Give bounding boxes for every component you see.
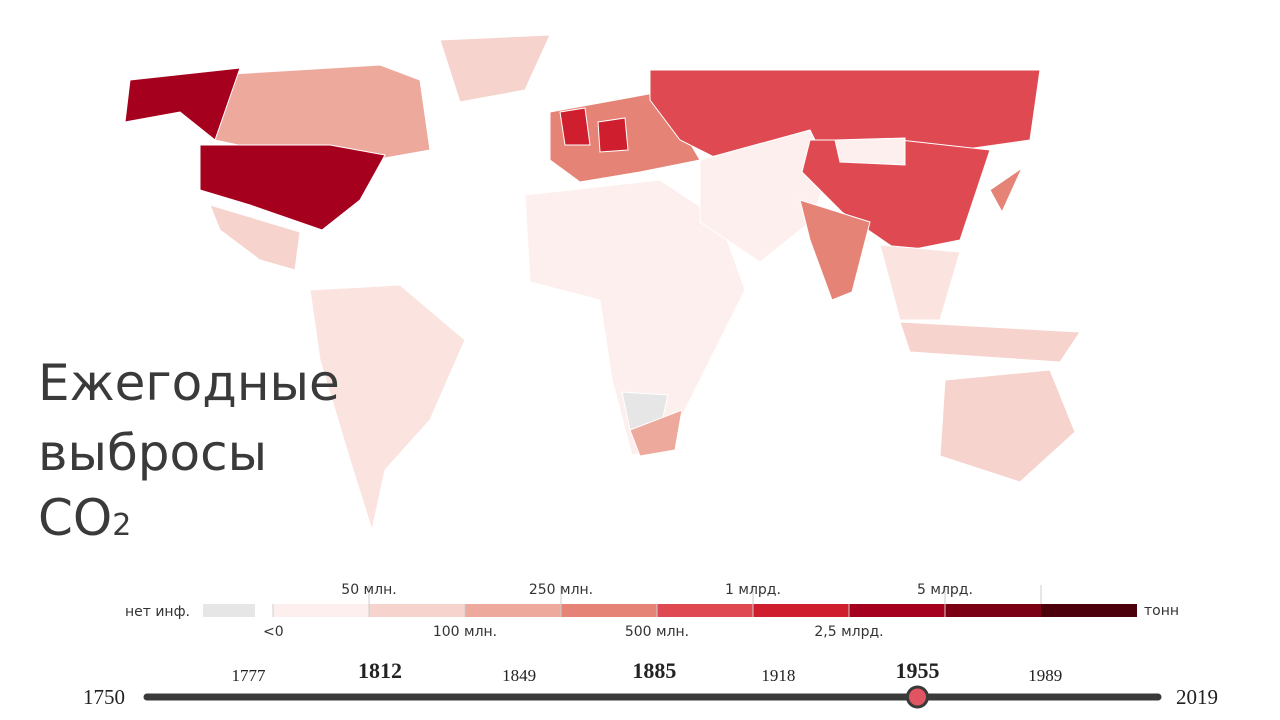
- timeline-major-label: 1955: [895, 658, 939, 683]
- mexico: [209, 204, 301, 271]
- legend: нет инф. <0 50 млн. 100 млн. 250 млн. 500 мл…: [125, 582, 1179, 640]
- legend-label: 100 млн.: [433, 624, 497, 640]
- south-america: [309, 284, 466, 532]
- formula-base: CO: [38, 489, 112, 547]
- japan: [989, 166, 1024, 214]
- title-formula: CO2: [38, 489, 131, 547]
- legend-label: <0: [263, 624, 284, 640]
- uk: [559, 107, 591, 146]
- timeline-marker: [905, 685, 929, 709]
- south-africa: [629, 409, 683, 457]
- australia: [939, 369, 1076, 483]
- alaska: [124, 67, 241, 141]
- legend-swatch: [657, 604, 753, 617]
- legend-swatch: [1041, 604, 1137, 617]
- legend-label: 50 млн.: [341, 582, 396, 598]
- indonesia: [899, 321, 1081, 363]
- no-data-label: нет инф.: [125, 604, 190, 620]
- title-line: выбросы: [38, 424, 267, 482]
- legend-swatch: [369, 604, 465, 617]
- legend-label: 500 млн.: [625, 624, 689, 640]
- legend-swatch: [561, 604, 657, 617]
- legend-label: 2,5 млрд.: [814, 624, 883, 640]
- legend-label: 1 млрд.: [725, 582, 781, 598]
- legend-label: 5 млрд.: [917, 582, 973, 598]
- world-map: [124, 34, 1081, 532]
- timeline-major-label: 1885: [632, 658, 676, 683]
- legend-swatch: [273, 604, 369, 617]
- legend-swatch: [465, 604, 561, 617]
- timeline: 1750 2019 1812 1885 1955 1777 1849 1918 1989: [83, 658, 1218, 709]
- usa: [199, 144, 386, 231]
- timeline-minor-label: 1849: [502, 666, 536, 685]
- formula-sub: 2: [112, 508, 131, 543]
- india: [799, 199, 871, 301]
- timeline-end: 2019: [1176, 685, 1218, 709]
- timeline-minor-label: 1989: [1028, 666, 1062, 685]
- title: Ежегодные выбросы CO2: [38, 354, 340, 547]
- southeast-asia: [879, 244, 961, 321]
- legend-swatch: [945, 604, 1041, 617]
- greenland: [439, 34, 551, 103]
- title-line: Ежегодные: [38, 354, 340, 412]
- legend-swatch: [849, 604, 945, 617]
- legend-swatch: [753, 604, 849, 617]
- timeline-minor-label: 1777: [231, 666, 266, 685]
- china: [801, 139, 991, 253]
- canada: [214, 64, 431, 166]
- no-data-swatch: [203, 604, 255, 617]
- legend-unit: тонн: [1144, 603, 1179, 619]
- timeline-start: 1750: [83, 685, 125, 709]
- mongolia: [834, 137, 906, 166]
- timeline-minor-label: 1918: [761, 666, 795, 685]
- germany: [597, 117, 629, 153]
- legend-label: 250 млн.: [529, 582, 593, 598]
- timeline-major-label: 1812: [358, 658, 402, 683]
